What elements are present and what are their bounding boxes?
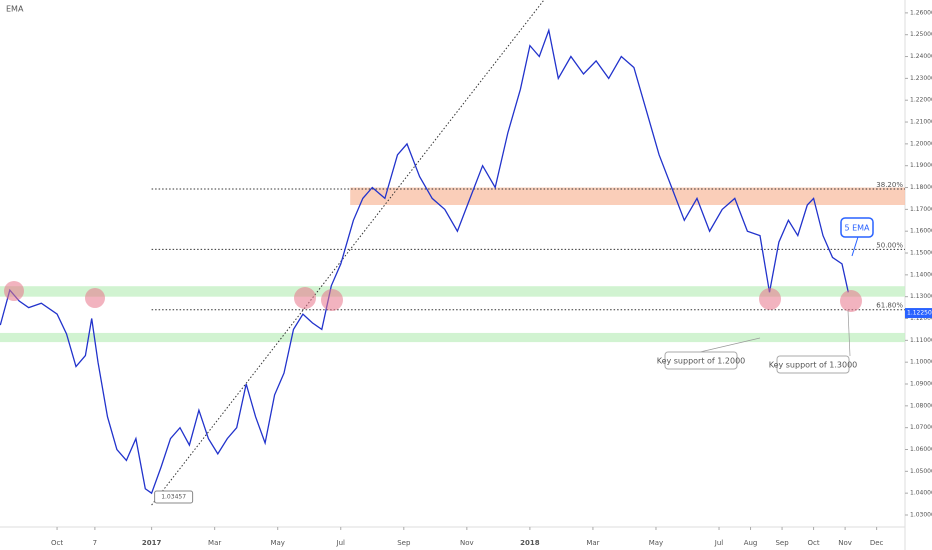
callout-pointer: [699, 337, 761, 353]
y-tick-label: 1.14000: [910, 271, 932, 278]
x-tick-label: Nov: [460, 539, 474, 547]
x-tick-label: May: [649, 539, 663, 547]
x-tick-label: May: [270, 539, 284, 547]
x-tick-label: Nov: [838, 539, 852, 547]
highlight: [294, 287, 316, 309]
y-tick-label: 1.10000: [910, 359, 932, 366]
callout-text: 5 EMA: [844, 224, 870, 233]
chart-title: EMA: [6, 5, 24, 14]
highlight: [759, 288, 781, 310]
y-tick-label: 1.13000: [910, 293, 932, 300]
x-tick-label: 2017: [142, 539, 162, 547]
highlight: [4, 281, 24, 301]
x-tick-label: Sep: [397, 539, 411, 547]
x-tick-label: Sep: [775, 539, 789, 547]
y-tick-label: 1.25000: [910, 31, 932, 38]
last-price-label: 1.12250: [907, 310, 932, 317]
highlight: [85, 288, 105, 308]
callout-text: Key support of 1.2000: [657, 357, 746, 366]
x-tick-label: Jul: [714, 539, 724, 547]
last-price-box: [905, 308, 932, 319]
callout-text: Key support of 1.3000: [769, 361, 858, 370]
fib-diagonal: [151, 0, 545, 506]
y-tick-label: 1.12000: [910, 315, 932, 322]
y-tick-label: 1.19000: [910, 162, 932, 169]
x-tick-label: Oct: [51, 539, 63, 547]
y-tick-label: 1.24000: [910, 53, 932, 60]
callout-pointer: [847, 309, 851, 357]
zone: [350, 187, 906, 205]
y-tick-label: 1.09000: [910, 381, 932, 388]
callout-box: [776, 355, 850, 374]
callout-box: [840, 217, 874, 238]
callout-pointer: [851, 236, 859, 257]
fib-label: 38.20%: [876, 181, 903, 189]
price-annotation-box: [154, 490, 194, 504]
y-tick-label: 1.15000: [910, 250, 932, 257]
callout-box: [664, 351, 738, 370]
fib-label: 50.00%: [876, 241, 903, 249]
y-tick-label: 1.05000: [910, 468, 932, 475]
fib-label: 61.80%: [876, 302, 903, 310]
y-tick-label: 1.20000: [910, 140, 932, 147]
y-tick-label: 1.23000: [910, 75, 932, 82]
callouts: Key support of 1.2000 Key support of 1.3…: [657, 217, 874, 374]
zone: [0, 332, 905, 343]
x-tick-label: 2018: [520, 539, 540, 547]
y-tick-label: 1.04000: [910, 490, 932, 497]
y-tick-label: 1.08000: [910, 402, 932, 409]
x-tick-label: Mar: [586, 539, 599, 547]
y-tick-label: 1.16000: [910, 228, 932, 235]
zone: [0, 286, 905, 297]
plot: [0, 0, 906, 506]
y-tick-label: 1.21000: [910, 119, 932, 126]
y-tick-label: 1.11000: [910, 337, 932, 344]
y-tick-label: 1.03000: [910, 511, 932, 518]
price-annotation: 1.03457: [161, 494, 186, 501]
x-tick-label: Oct: [808, 539, 820, 547]
x-tick-label: Jul: [336, 539, 346, 547]
y-tick-label: 1.06000: [910, 446, 932, 453]
highlight: [321, 289, 343, 311]
price-line: [0, 27, 849, 495]
highlights: [4, 281, 862, 312]
y-tick-label: 1.07000: [910, 424, 932, 431]
highlight: [840, 290, 862, 312]
y-tick-label: 1.17000: [910, 206, 932, 213]
y-tick-label: 1.22000: [910, 97, 932, 104]
x-tick-label: Mar: [208, 539, 221, 547]
x-tick-label: Dec: [870, 539, 884, 547]
y-tick-label: 1.18000: [910, 184, 932, 191]
x-tick-label: Aug: [744, 539, 758, 547]
y-tick-label: 1.26000: [910, 9, 932, 16]
x-tick-label: 7: [93, 539, 97, 547]
